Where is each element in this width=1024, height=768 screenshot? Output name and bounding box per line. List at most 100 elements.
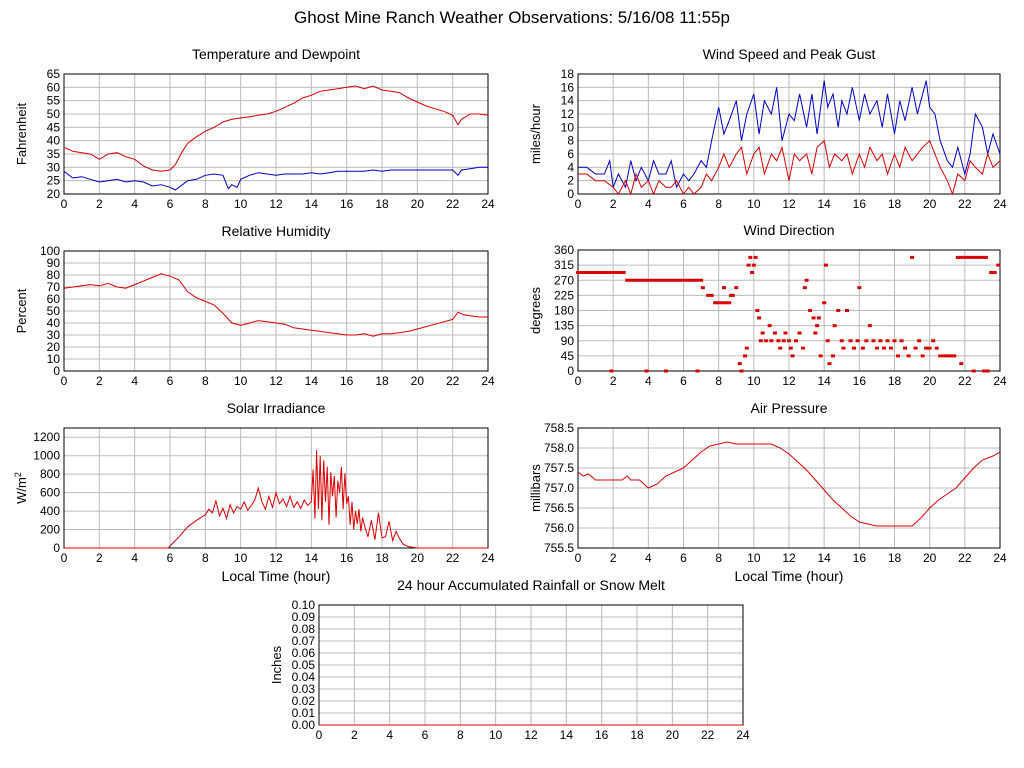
wind-direction-point	[845, 309, 850, 312]
plot-frame	[577, 249, 1001, 372]
x-tick-label: 10	[234, 374, 248, 388]
wind-direction-point	[583, 271, 588, 275]
y-tick-label: 0	[567, 364, 574, 378]
x-tick-label: 20	[411, 197, 425, 211]
wind-direction-point	[971, 369, 976, 373]
x-tick-label: 2	[96, 197, 103, 211]
wind-direction-point	[700, 286, 705, 290]
wind-direction-point	[663, 278, 668, 282]
plot-frame	[63, 73, 489, 195]
wind-direction-point	[808, 309, 813, 312]
y-tick-label: 65	[47, 67, 61, 81]
y-tick-label: 2	[567, 174, 574, 188]
wind-direction-point	[948, 354, 953, 358]
x-tick-label: 4	[645, 374, 652, 388]
chart-title: Relative Humidity	[222, 223, 331, 239]
peak-gust-line	[578, 80, 1001, 189]
wind-direction-point	[746, 263, 751, 267]
wind-direction-point	[938, 354, 943, 358]
x-tick-label: 2	[96, 551, 103, 565]
y-tick-label: 18	[561, 67, 575, 81]
temperature-chart: Temperature and Dewpoint2025303540455055…	[14, 46, 495, 211]
y-tick-label: 225	[554, 288, 574, 302]
wind-direction-point	[896, 354, 901, 358]
wind-direction-point	[790, 354, 795, 358]
wind-direction-point	[607, 271, 612, 275]
wind-direction-point	[903, 346, 908, 350]
y-tick-label: 1000	[33, 449, 60, 463]
y-tick-label: 0.08	[292, 622, 316, 636]
wind-direction-point	[750, 271, 755, 275]
wind-direction-point	[734, 286, 739, 290]
x-tick-label: 10	[489, 728, 503, 742]
x-tick-label: 8	[457, 728, 464, 742]
wind-direction-point	[748, 255, 753, 259]
x-tick-label: 0	[575, 197, 582, 211]
wind-direction-point	[723, 301, 728, 305]
x-tick-label: 4	[131, 551, 138, 565]
wind-direction-point	[609, 369, 614, 373]
y-tick-label: 800	[40, 467, 60, 481]
x-tick-label: 2	[610, 197, 617, 211]
x-tick-label: 0	[61, 197, 68, 211]
plot-frame	[577, 427, 1001, 549]
wind-direction-point	[823, 263, 828, 267]
wind-direction-point	[797, 331, 802, 335]
wind-direction-point	[614, 271, 619, 275]
x-tick-label: 0	[575, 551, 582, 565]
x-tick-label: 12	[269, 551, 283, 565]
x-tick-label: 10	[747, 197, 761, 211]
wind-direction-point	[699, 278, 704, 282]
x-tick-label: 6	[167, 551, 174, 565]
chart-title: 24 hour Accumulated Rainfall or Snow Mel…	[397, 577, 665, 593]
x-tick-label: 12	[782, 551, 796, 565]
wind-direction-point	[860, 346, 865, 350]
x-tick-label: 24	[736, 728, 750, 742]
y-tick-label: 80	[47, 268, 61, 282]
y-tick-label: 35	[47, 147, 61, 161]
wind-direction-point	[794, 339, 799, 343]
x-tick-label: 24	[481, 551, 495, 565]
y-axis-label: Inches	[269, 645, 284, 684]
y-tick-label: 20	[47, 187, 61, 201]
x-tick-label: 6	[422, 728, 429, 742]
wind-direction-point	[983, 255, 988, 259]
wind-direction-point	[751, 263, 756, 267]
wind-direction-point	[952, 354, 957, 358]
wind-direction-point	[857, 286, 862, 290]
y-tick-label: 0.06	[292, 646, 316, 660]
y-tick-label: 45	[47, 120, 61, 134]
x-tick-label: 8	[202, 374, 209, 388]
wind-direction-point	[642, 278, 647, 282]
wind-direction-point	[755, 309, 760, 312]
wind-direction-point	[927, 346, 932, 350]
wind-direction-point	[653, 278, 658, 282]
y-tick-label: 40	[47, 134, 61, 148]
x-tick-label: 22	[446, 197, 460, 211]
rainfall-chart: 24 hour Accumulated Rainfall or Snow Mel…	[269, 577, 750, 742]
x-tick-label: 8	[715, 374, 722, 388]
wind-direction-point	[758, 339, 763, 343]
y-tick-label: 400	[40, 504, 60, 518]
x-tick-label: 0	[61, 551, 68, 565]
wind-direction-point	[787, 339, 791, 343]
wind-direction-point	[674, 278, 679, 282]
x-tick-label: 2	[96, 374, 103, 388]
x-tick-label: 22	[958, 551, 972, 565]
wind-direction-point	[579, 271, 584, 275]
y-tick-label: 360	[554, 243, 574, 257]
x-tick-label: 24	[993, 374, 1007, 388]
y-tick-label: 315	[554, 258, 574, 272]
x-tick-label: 22	[446, 551, 460, 565]
plot-frame	[577, 73, 1001, 195]
x-tick-label: 10	[234, 551, 248, 565]
y-tick-label: 90	[47, 256, 61, 270]
wind-direction-point	[644, 369, 649, 373]
wind-direction-point	[670, 278, 675, 282]
y-tick-label: 8	[567, 134, 574, 148]
x-tick-label: 6	[680, 374, 687, 388]
wind-direction-point	[706, 293, 711, 297]
y-axis-label-superscript: 2	[13, 472, 23, 477]
x-tick-label: 20	[923, 551, 937, 565]
wind-direction-point	[632, 278, 637, 282]
